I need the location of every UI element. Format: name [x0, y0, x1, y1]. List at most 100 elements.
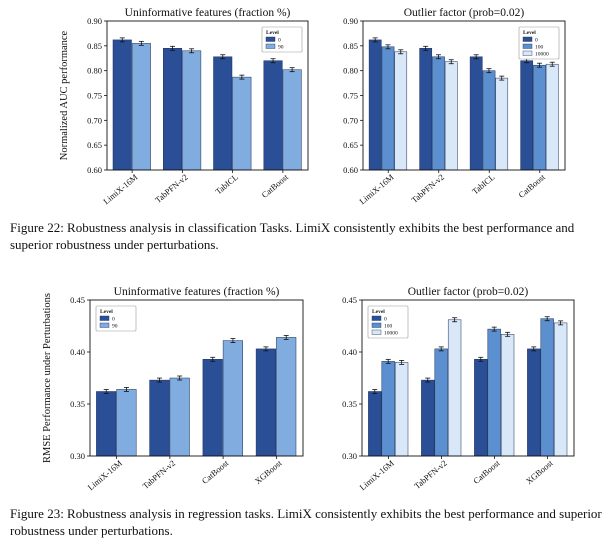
legend-label-10000: 10000 [384, 331, 398, 337]
y-tick-label: 0.60 [87, 165, 102, 175]
legend-label-0: 0 [535, 38, 538, 44]
y-tick-label: 0.60 [343, 165, 358, 175]
legend-label-0: 0 [278, 38, 281, 44]
bar-0-CatBoost [202, 359, 223, 457]
legend-swatch-0 [522, 36, 533, 42]
bar-10000-LimiX-16M [394, 362, 409, 457]
x-tick-label: LimiX-16M [357, 172, 396, 207]
y-tick-label: 0.45 [70, 295, 85, 305]
chart-panel-1: 0.60 0.65 0.70 0.75 0.80 0.85 0.90 LimiX-16M Tab… [59, 7, 309, 207]
chart-panel-4: 0.30 0.35 0.40 0.45 LimiX-16M TabPFN-v2 CatBoo… [342, 286, 575, 493]
bar-100-LimiX-16M [381, 46, 395, 171]
x-tick-label: TabICL [470, 172, 497, 197]
bar-0-TabPFN-v2 [149, 379, 170, 457]
legend-swatch-0 [99, 315, 110, 321]
bar-0-XGBoost [255, 348, 276, 457]
y-tick-label: 0.40 [342, 347, 357, 357]
bar-0-LimiX-16M [368, 391, 382, 457]
legend-swatch-0 [371, 315, 382, 321]
legend-title: Level [523, 30, 536, 36]
bar-10000-XGBoost [553, 322, 568, 457]
bar-90-XGBoost [276, 337, 297, 457]
y-tick-label: 0.70 [343, 115, 358, 125]
bar-10000-TabICL [495, 77, 509, 171]
x-tick-label: TabPFN-v2 [409, 172, 446, 205]
chart-panel-3: 0.30 0.35 0.40 0.45 LimiX-16M TabPFN-v2 CatBoo… [42, 286, 304, 493]
bar-90-TabPFN-v2 [169, 377, 190, 457]
bar-100-XGBoost [540, 318, 554, 457]
bar-100-TabPFN-v2 [432, 56, 445, 171]
bar-0-TabICL [213, 56, 233, 171]
bar-100-LimiX-16M [381, 361, 395, 457]
x-tick-label: XGBoost [524, 457, 556, 486]
y-axis-label: Normalized AUC performance [59, 30, 70, 160]
bar-90-TabPFN-v2 [182, 50, 202, 171]
y-tick-label: 0.35 [70, 399, 85, 409]
legend-label-100: 100 [535, 45, 544, 51]
bar-0-TabPFN-v2 [419, 48, 433, 171]
legend-swatch-10000 [522, 50, 533, 56]
chart-panel-2: 0.60 0.65 0.70 0.75 0.80 0.85 0.90 LimiX-16M Tab… [343, 7, 566, 207]
x-tick-label: LimiX-16M [358, 458, 397, 493]
y-axis-label: RMSE Performance under Perturbations [42, 293, 53, 463]
bar-0-XGBoost [527, 348, 541, 457]
legend-swatch-100 [371, 322, 382, 328]
bar-90-CatBoost [222, 340, 243, 457]
bar-100-TabICL [482, 70, 496, 171]
y-tick-label: 0.30 [70, 451, 85, 461]
legend-label-90: 90 [278, 45, 284, 51]
y-tick-label: 0.75 [87, 91, 102, 101]
bar-0-CatBoost [520, 60, 534, 171]
legend-label-10000: 10000 [535, 52, 549, 58]
x-tick-label: CatBoost [200, 457, 231, 485]
chart-title: Outlier factor (prob=0.02) [408, 286, 529, 298]
bar-10000-CatBoost [545, 63, 559, 171]
x-tick-label: TabPFN-v2 [412, 458, 449, 491]
bar-0-LimiX-16M [112, 39, 132, 171]
x-tick-label: LimiX-16M [101, 172, 140, 207]
legend-label-0: 0 [384, 317, 387, 323]
bar-90-LimiX-16M [116, 389, 137, 457]
bar-0-TabPFN-v2 [421, 379, 435, 457]
y-tick-label: 0.90 [343, 16, 358, 26]
y-tick-label: 0.65 [87, 140, 102, 150]
x-tick-label: CatBoost [471, 457, 502, 485]
chart-title: Uninformative features (fraction %) [114, 286, 280, 298]
y-tick-label: 0.90 [87, 16, 102, 26]
legend-swatch-90 [99, 322, 110, 328]
legend-label-90: 90 [112, 324, 118, 330]
y-tick-label: 0.40 [70, 347, 85, 357]
x-tick-label: TabICL [213, 172, 240, 197]
y-tick-label: 0.70 [87, 115, 102, 125]
plot-frame [361, 299, 575, 457]
legend-title: Level [100, 309, 113, 315]
x-tick-label: TabPFN-v2 [153, 172, 190, 205]
bar-100-TabPFN-v2 [434, 348, 448, 457]
y-tick-label: 0.45 [342, 295, 357, 305]
y-tick-label: 0.85 [87, 41, 102, 51]
bar-0-CatBoost [263, 60, 283, 171]
x-tick-label: XGBoost [253, 457, 285, 486]
plot-frame [89, 299, 304, 457]
x-tick-label: CatBoost [259, 171, 290, 199]
bar-10000-CatBoost [500, 334, 515, 457]
bar-10000-TabPFN-v2 [444, 61, 458, 171]
bar-90-CatBoost [282, 69, 302, 171]
y-tick-label: 0.65 [343, 140, 358, 150]
bar-10000-TabPFN-v2 [447, 319, 462, 457]
y-tick-label: 0.80 [87, 66, 102, 76]
legend-title: Level [372, 309, 385, 315]
bar-0-CatBoost [474, 359, 488, 457]
bar-0-TabPFN-v2 [163, 48, 183, 171]
legend-label-0: 0 [112, 317, 115, 323]
chart-title: Uninformative features (fraction %) [125, 7, 291, 19]
legend-swatch-100 [522, 43, 533, 49]
y-tick-label: 0.30 [342, 451, 357, 461]
x-tick-label: CatBoost [516, 171, 547, 199]
bar-90-LimiX-16M [131, 43, 151, 171]
x-tick-label: LimiX-16M [86, 458, 125, 493]
bar-0-LimiX-16M [368, 39, 382, 171]
figure-22-caption: Figure 22: Robustness analysis in classi… [10, 220, 575, 252]
